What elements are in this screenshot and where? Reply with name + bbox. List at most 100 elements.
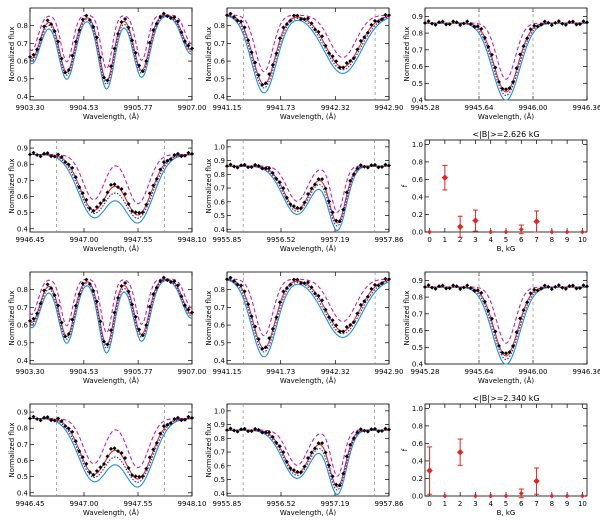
observed-point [306,455,310,460]
observed-point [175,151,180,156]
x-axis-label: Wavelength, (Å) [280,112,336,121]
y-tick-label: 0.5 [17,339,28,347]
panel-r3c2: 9941.15 9941.73 9942.32 9942.90 0.4 0.5 0.6 0.7… [205,271,403,385]
observed-point [42,415,47,420]
y-tick-label: 0.4 [214,93,226,101]
observed-point [306,191,310,196]
observed-point [101,198,106,203]
observed-point [94,299,99,304]
observed-point [186,43,191,48]
observed-point [59,320,64,325]
observed-point [253,426,258,431]
observed-point [518,316,523,321]
observed-point [98,55,103,60]
model-navy [227,429,389,491]
observed-point [179,294,184,299]
observed-point [38,301,43,306]
observed-point [362,35,367,40]
y-tick-label: 0.6 [214,322,226,330]
observed-point [323,307,328,312]
x-tick-label: 7 [534,236,538,244]
y-tick-label: 0.8 [214,22,225,30]
x-tick-label: 9942.90 [375,104,404,112]
observed-point [52,29,57,34]
panel-r4c1: 9946.45 9947.00 9947.55 9948.10 0.4 0.5 0.6 0.7… [8,403,206,517]
observed-point [479,290,484,295]
observed-point [362,164,367,169]
observed-point [316,177,321,182]
observed-point [298,206,303,211]
x-tick-label: 9945.64 [465,104,494,112]
y-tick-label: 0.4 [17,357,29,365]
observed-point [581,19,586,24]
x-tick-label: 9947.55 [124,236,153,244]
x-tick-label: 1 [443,236,447,244]
observed-point [98,465,103,470]
observed-point [369,427,374,432]
observed-point [154,285,159,290]
observed-point [158,15,163,20]
observed-point [38,154,43,159]
model-navy [226,15,390,89]
bar-point [488,493,494,499]
observed-point [147,455,152,460]
observed-point [348,442,353,447]
observed-point [267,72,272,77]
observed-point [274,176,279,181]
observed-point [316,293,321,298]
model-navy [30,417,192,483]
bar-point [456,223,464,230]
observed-point [35,417,40,422]
observed-point [172,279,177,284]
observed-point [168,421,173,426]
observed-point [165,278,170,283]
y-tick-label: 0.4 [214,490,226,498]
observed-point [28,318,32,323]
observed-point [447,22,452,27]
observed-point [45,151,50,156]
y-tick-label: 0.4 [17,489,29,497]
observed-point [112,310,117,315]
model-blue [227,429,389,496]
x-tick-label: 9947.00 [70,236,99,244]
observed-point [493,329,498,334]
observed-point [341,329,346,334]
observed-point [66,332,71,337]
observed-point [330,318,335,323]
observed-point [514,66,519,71]
observed-point [59,418,64,423]
observed-point [577,286,582,291]
observed-point [344,454,349,459]
y-tick-label: 0.5 [214,212,225,220]
observed-point [98,319,103,324]
x-tick-label: 9957.19 [321,500,350,508]
observed-point [228,11,233,16]
observed-point [63,334,68,339]
observed-point [77,449,82,454]
observed-point [451,283,456,288]
observed-point [246,165,251,170]
observed-point [341,207,346,212]
y-tick-label: 0.9 [17,145,28,153]
x-tick-label: 9955.85 [213,236,242,244]
observed-point [337,483,342,488]
observed-point [376,165,381,170]
observed-point [91,24,96,29]
y-tick-label: 0.4 [412,457,424,465]
observed-point [130,302,135,307]
observed-point [281,25,286,30]
y-tick-label: 0.4 [17,225,29,233]
observed-point [151,183,156,188]
observed-point [66,68,71,73]
observed-point [158,167,163,172]
observed-point [521,44,526,49]
observed-point [225,13,229,18]
x-tick-label: 4 [488,500,493,508]
observed-point [31,150,36,155]
observed-point [313,446,318,451]
observed-point [387,427,391,432]
model-magenta [425,286,587,344]
model-blue [226,15,390,94]
observed-point [239,427,244,432]
x-tick-label: 5 [504,236,508,244]
